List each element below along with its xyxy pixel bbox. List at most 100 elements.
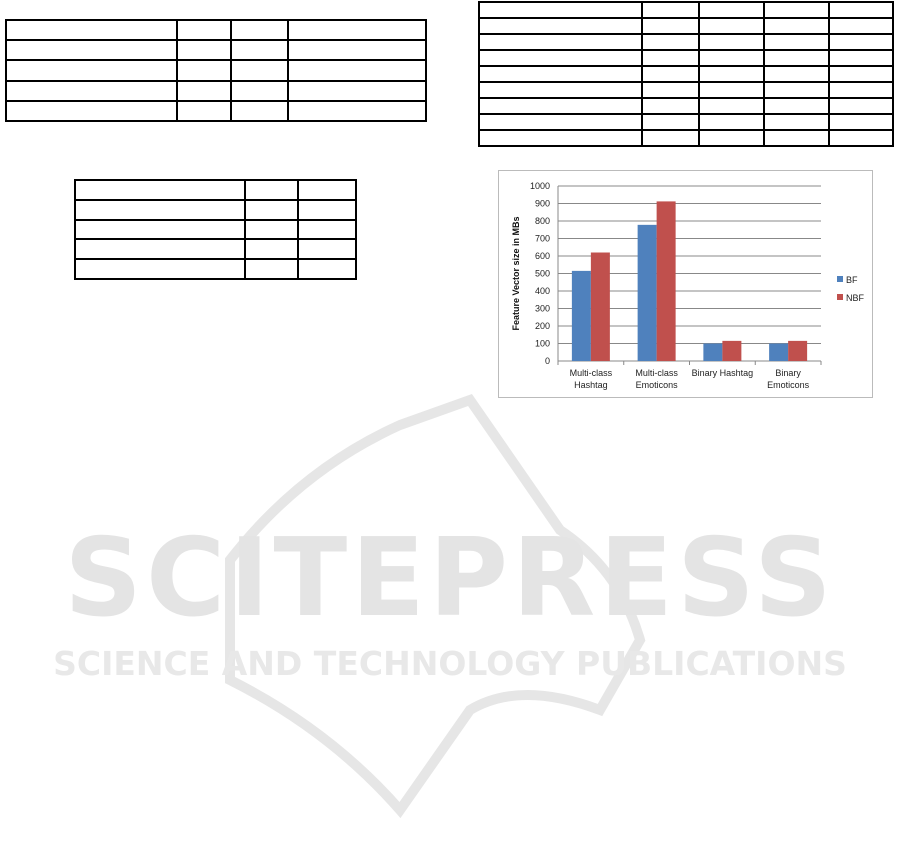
y-tick-label: 100: [535, 339, 550, 349]
table-cell: [763, 65, 830, 83]
table-row: [478, 129, 895, 147]
table-cell: [243, 218, 300, 241]
table-cell: [5, 59, 178, 82]
table-cell: [287, 39, 427, 62]
y-tick-label: 300: [535, 304, 550, 314]
bar-nbf: [722, 340, 742, 361]
table-cell: [175, 39, 232, 62]
table-cell: [229, 59, 290, 82]
table-row: [478, 33, 895, 51]
table-row: [74, 179, 357, 201]
table-cell: [74, 218, 246, 241]
x-tick-label: Hashtag: [574, 380, 608, 390]
legend-swatch: [837, 276, 843, 282]
x-tick-label: Binary Hashtag: [692, 368, 754, 378]
table-cell: [5, 79, 178, 102]
table-3: [478, 1, 895, 147]
table-cell: [827, 33, 895, 51]
table-row: [478, 1, 895, 19]
table-row: [478, 113, 895, 131]
table-row: [74, 258, 357, 280]
bar-chart: 0 100 200 300 400 500 600 700 800 900 1000 Multi-cl…: [498, 170, 873, 398]
watermark-subtitle: SCIENCE AND TECHNOLOGY PUBLICATIONS: [53, 644, 847, 683]
bar-nbf: [656, 201, 676, 361]
bar-bf: [769, 343, 789, 361]
table-cell: [763, 113, 830, 131]
table-cell: [640, 17, 701, 35]
table-cell: [763, 49, 830, 67]
table-row: [5, 59, 427, 82]
table-cell: [229, 18, 290, 42]
watermark-title: SCITEPRESS: [64, 516, 835, 641]
y-tick-label: 200: [535, 321, 550, 331]
scitepress-watermark: SCITEPRESS SCIENCE AND TECHNOLOGY PUBLIC…: [53, 394, 847, 819]
table-cell: [175, 18, 232, 42]
table-cell: [640, 81, 701, 99]
table-cell: [763, 33, 830, 51]
table-cell: [827, 49, 895, 67]
x-tick-label: Multi-class: [635, 368, 678, 378]
table-row: [5, 39, 427, 62]
y-tick-label: 500: [535, 269, 550, 279]
table-1: [5, 18, 427, 123]
bar-bf: [571, 270, 591, 361]
table-cell: [297, 238, 357, 261]
bar-nbf: [590, 252, 610, 361]
y-tick-label: 900: [535, 199, 550, 209]
book-logo-icon: [225, 394, 646, 819]
table-row: [5, 18, 427, 42]
table-row: [478, 81, 895, 99]
table-cell: [175, 79, 232, 102]
table-cell: [827, 65, 895, 83]
y-tick-label: 600: [535, 251, 550, 261]
table-row: [74, 218, 357, 241]
table-row: [74, 198, 357, 221]
table-cell: [698, 49, 766, 67]
table-cell: [5, 99, 178, 123]
x-tick-label: Emoticons: [636, 380, 679, 390]
table-cell: [478, 97, 643, 115]
table-cell: [640, 49, 701, 67]
table-cell: [478, 129, 643, 147]
y-tick-label: 0: [545, 356, 550, 366]
legend-label: NBF: [846, 293, 865, 303]
table-cell: [287, 59, 427, 82]
table-cell: [243, 238, 300, 261]
table-cell: [287, 99, 427, 123]
table-row: [74, 238, 357, 261]
bar-nbf: [788, 340, 808, 361]
table-cell: [640, 1, 701, 19]
table-cell: [763, 129, 830, 147]
x-tick-label: Binary: [775, 368, 801, 378]
table-cell: [763, 1, 830, 19]
table-cell: [478, 1, 643, 19]
table-row: [478, 97, 895, 115]
x-tick-label: Multi-class: [570, 368, 613, 378]
table-cell: [297, 218, 357, 241]
legend-swatch: [837, 294, 843, 300]
table-cell: [763, 81, 830, 99]
table-cell: [287, 79, 427, 102]
table-cell: [827, 1, 895, 19]
table-cell: [74, 238, 246, 261]
y-axis-label: Feature Vector size in MBs: [511, 216, 521, 330]
table-cell: [478, 33, 643, 51]
legend-label: BF: [846, 275, 858, 285]
table-cell: [827, 17, 895, 35]
y-tick-label: 1000: [530, 181, 550, 191]
table-cell: [243, 179, 300, 201]
table-cell: [478, 49, 643, 67]
table-cell: [74, 258, 246, 280]
table-row: [478, 65, 895, 83]
table-cell: [74, 179, 246, 201]
chart-svg: 0 100 200 300 400 500 600 700 800 900 1000 Multi-cl…: [511, 181, 865, 390]
table-cell: [827, 129, 895, 147]
x-tick-label: Emoticons: [767, 380, 810, 390]
table-cell: [640, 129, 701, 147]
table-cell: [640, 33, 701, 51]
table-cell: [297, 198, 357, 221]
table-cell: [297, 179, 357, 201]
table-cell: [698, 33, 766, 51]
table-row: [478, 17, 895, 35]
table-cell: [229, 79, 290, 102]
